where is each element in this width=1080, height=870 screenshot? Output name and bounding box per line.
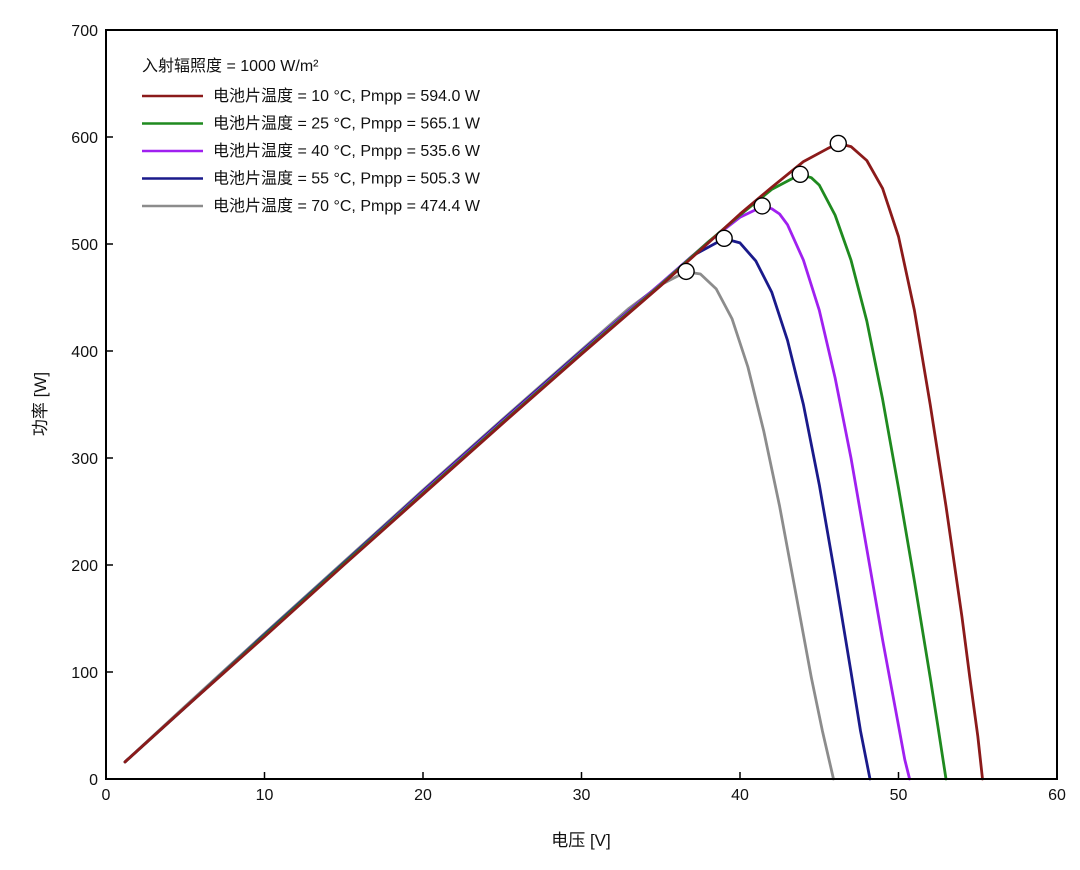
y-tick-label: 0 [89,772,98,789]
x-axis-label: 电压 [V] [551,831,611,850]
plot-area-background [106,30,1057,779]
x-axis-ticks: 0 10 20 30 40 50 60 [102,772,1066,804]
y-axis-label: 功率 [W] [31,372,50,436]
legend-label-4: 电池片温度 = 55 °C, Pmpp = 505.3 W [213,170,481,188]
y-axis-ticks: 0 100 200 300 400 500 600 700 [71,23,113,789]
legend-header: 入射辐照度 = 1000 W/m² [142,57,319,75]
legend-label-3: 电池片温度 = 40 °C, Pmpp = 535.6 W [213,142,481,160]
mpp-marker-1 [829,134,847,153]
x-tick-label: 50 [890,787,908,804]
y-tick-label: 600 [71,130,98,147]
y-tick-label: 100 [71,665,98,682]
legend: 入射辐照度 = 1000 W/m² 电池片温度 = 10 °C, Pmpp = … [142,57,481,215]
y-tick-label: 500 [71,237,98,254]
x-tick-label: 60 [1048,787,1066,804]
y-tick-label: 700 [71,23,98,40]
y-tick-label: 400 [71,344,98,361]
mpp-marker-2 [791,165,809,184]
series-line-1 [123,141,984,781]
x-tick-label: 40 [731,787,749,804]
mpp-marker-4 [715,229,733,248]
legend-label-5: 电池片温度 = 70 °C, Pmpp = 474.4 W [213,197,481,215]
x-tick-label: 20 [414,787,432,804]
y-tick-label: 300 [71,451,98,468]
legend-label-2: 电池片温度 = 25 °C, Pmpp = 565.1 W [213,115,481,133]
x-tick-label: 0 [102,787,111,804]
legend-entries: 电池片温度 = 10 °C, Pmpp = 594.0 W 电池片温度 = 25 … [142,87,481,215]
mpp-marker-5 [677,262,695,281]
mpp-marker-layer [677,134,847,281]
y-tick-label: 200 [71,558,98,575]
x-tick-label: 10 [256,787,274,804]
legend-label-1: 电池片温度 = 10 °C, Pmpp = 594.0 W [213,87,481,105]
mpp-marker-3 [753,197,771,215]
x-tick-label: 30 [573,787,591,804]
